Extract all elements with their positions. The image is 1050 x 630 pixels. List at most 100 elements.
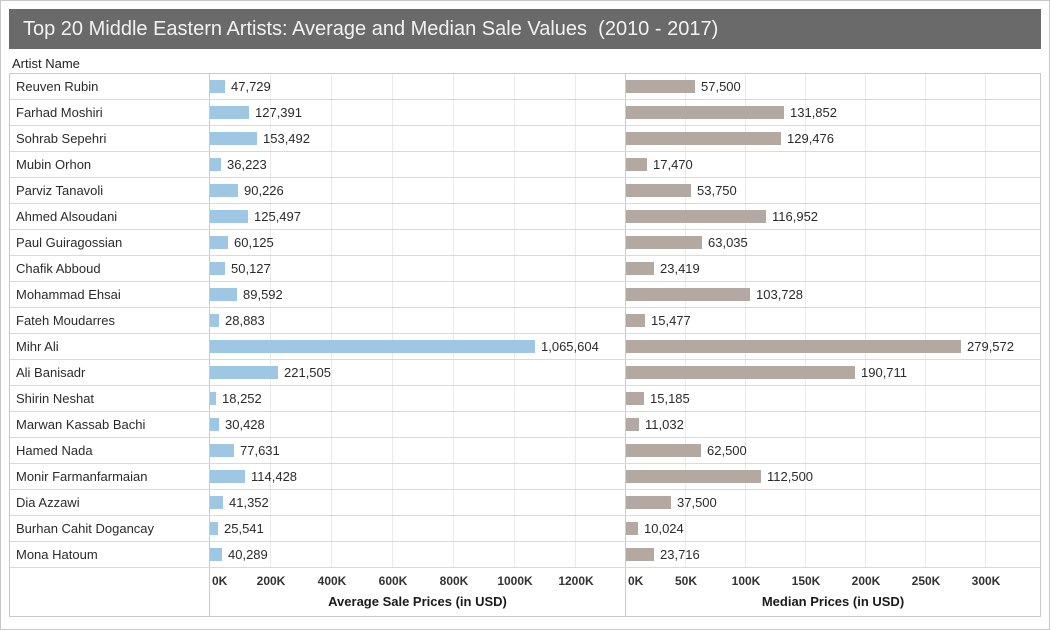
median-chart-cell: 63,035 — [626, 230, 1040, 255]
artist-name[interactable]: Ali Banisadr — [10, 360, 210, 385]
artist-name[interactable]: Paul Guiragossian — [10, 230, 210, 255]
median-chart-cell: 131,852 — [626, 100, 1040, 125]
artist-name[interactable]: Farhad Moshiri — [10, 100, 210, 125]
avg-sale-bar[interactable] — [210, 158, 221, 171]
median-bar[interactable] — [626, 418, 639, 431]
avg-sale-bar[interactable] — [210, 470, 245, 483]
avg-sale-bar[interactable] — [210, 366, 278, 379]
avg-sale-value-label: 114,428 — [251, 469, 298, 484]
avg-sale-bar[interactable] — [210, 522, 218, 535]
avg-sale-value-label: 47,729 — [231, 79, 271, 94]
artist-name[interactable]: Mona Hatoum — [10, 542, 210, 567]
axis-tick-label: 100K — [731, 574, 761, 588]
median-bar[interactable] — [626, 548, 654, 561]
artist-name[interactable]: Mubin Orhon — [10, 152, 210, 177]
median-bar[interactable] — [626, 496, 671, 509]
artist-name[interactable]: Chafik Abboud — [10, 256, 210, 281]
artist-name[interactable]: Sohrab Sepehri — [10, 126, 210, 151]
median-bar[interactable] — [626, 392, 644, 405]
median-value-label: 112,500 — [767, 469, 814, 484]
artist-name[interactable]: Fateh Moudarres — [10, 308, 210, 333]
median-chart-cell: 190,711 — [626, 360, 1040, 385]
avg-sale-value-label: 28,883 — [225, 313, 265, 328]
median-bar[interactable] — [626, 80, 695, 93]
artist-name[interactable]: Ahmed Alsoudani — [10, 204, 210, 229]
avg-sale-chart-cell: 89,592 — [210, 282, 626, 307]
median-bar[interactable] — [626, 210, 766, 223]
artist-name[interactable]: Dia Azzawi — [10, 490, 210, 515]
avg-sale-bar[interactable] — [210, 496, 223, 509]
table-row: Fateh Moudarres 28,883 15,477 — [10, 308, 1040, 334]
axis-tick-label: 600K — [378, 574, 408, 588]
avg-sale-chart-cell: 60,125 — [210, 230, 626, 255]
median-bar[interactable] — [626, 158, 647, 171]
median-value-label: 63,035 — [708, 235, 748, 250]
avg-sale-bar[interactable] — [210, 392, 216, 405]
avg-sale-value-label: 221,505 — [284, 365, 331, 380]
avg-sale-value-label: 153,492 — [263, 131, 310, 146]
avg-sale-axis-title: Average Sale Prices (in USD) — [328, 594, 507, 609]
median-bar[interactable] — [626, 184, 691, 197]
artist-name[interactable]: Shirin Neshat — [10, 386, 210, 411]
median-bar[interactable] — [626, 132, 781, 145]
median-bar[interactable] — [626, 236, 702, 249]
avg-sale-bar[interactable] — [210, 418, 219, 431]
avg-sale-bar[interactable] — [210, 80, 225, 93]
avg-sale-chart-cell: 114,428 — [210, 464, 626, 489]
avg-sale-bar[interactable] — [210, 106, 249, 119]
avg-sale-chart-cell: 1,065,604 — [210, 334, 626, 359]
table-row: Paul Guiragossian 60,125 63,035 — [10, 230, 1040, 256]
table-row: Monir Farmanfarmaian 114,428 112,500 — [10, 464, 1040, 490]
median-value-label: 279,572 — [967, 339, 1014, 354]
artist-name[interactable]: Burhan Cahit Dogancay — [10, 516, 210, 541]
axis-tick-label: 150K — [791, 574, 821, 588]
avg-sale-bar[interactable] — [210, 548, 222, 561]
median-chart-cell: 116,952 — [626, 204, 1040, 229]
median-bar[interactable] — [626, 444, 701, 457]
avg-sale-bar[interactable] — [210, 132, 257, 145]
avg-sale-value-label: 77,631 — [240, 443, 280, 458]
table-row: Mihr Ali 1,065,604 279,572 — [10, 334, 1040, 360]
artist-name[interactable]: Mihr Ali — [10, 334, 210, 359]
artist-name[interactable]: Hamed Nada — [10, 438, 210, 463]
median-value-label: 53,750 — [697, 183, 737, 198]
median-bar[interactable] — [626, 366, 855, 379]
avg-sale-chart-cell: 127,391 — [210, 100, 626, 125]
avg-sale-chart-cell: 40,289 — [210, 542, 626, 567]
avg-sale-bar[interactable] — [210, 210, 248, 223]
axis-tick-label: 800K — [439, 574, 469, 588]
avg-sale-bar[interactable] — [210, 314, 219, 327]
table-row: Chafik Abboud 50,127 23,419 — [10, 256, 1040, 282]
avg-sale-axis: Average Sale Prices (in USD) 0K 200K 400K 6… — [210, 568, 626, 616]
table-row: Hamed Nada 77,631 62,500 — [10, 438, 1040, 464]
median-bar[interactable] — [626, 288, 750, 301]
avg-sale-bar[interactable] — [210, 184, 238, 197]
median-bar[interactable] — [626, 314, 645, 327]
avg-sale-bar[interactable] — [210, 444, 234, 457]
median-bar[interactable] — [626, 470, 761, 483]
axis-tick-label: 0K — [212, 574, 228, 588]
artist-name[interactable]: Marwan Kassab Bachi — [10, 412, 210, 437]
median-value-label: 103,728 — [756, 287, 803, 302]
axis-tick-label: 0K — [628, 574, 644, 588]
median-bar[interactable] — [626, 340, 961, 353]
artist-name[interactable]: Parviz Tanavoli — [10, 178, 210, 203]
artist-name[interactable]: Mohammad Ehsai — [10, 282, 210, 307]
avg-sale-chart-cell: 41,352 — [210, 490, 626, 515]
avg-sale-value-label: 50,127 — [231, 261, 271, 276]
median-value-label: 190,711 — [861, 365, 908, 380]
median-bar[interactable] — [626, 106, 784, 119]
median-bar[interactable] — [626, 522, 638, 535]
avg-sale-bar[interactable] — [210, 288, 237, 301]
median-chart-cell: 112,500 — [626, 464, 1040, 489]
median-axis-title: Median Prices (in USD) — [761, 594, 905, 609]
avg-sale-bar[interactable] — [210, 236, 228, 249]
artist-name[interactable]: Monir Farmanfarmaian — [10, 464, 210, 489]
avg-sale-bar[interactable] — [210, 340, 535, 353]
median-bar[interactable] — [626, 262, 654, 275]
artist-name[interactable]: Reuven Rubin — [10, 74, 210, 99]
avg-sale-chart-cell: 36,223 — [210, 152, 626, 177]
avg-sale-bar[interactable] — [210, 262, 225, 275]
avg-sale-value-label: 41,352 — [229, 495, 269, 510]
table-row: Dia Azzawi 41,352 37,500 — [10, 490, 1040, 516]
